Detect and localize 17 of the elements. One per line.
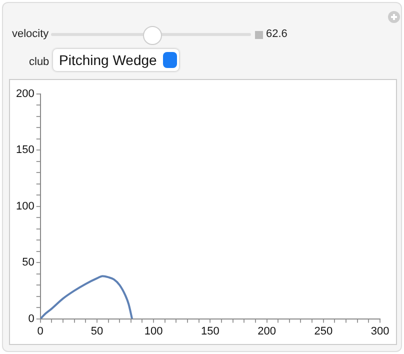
text: 62.6 bbox=[266, 28, 288, 40]
text: velocity bbox=[12, 28, 49, 40]
x-tick-label: 150 bbox=[200, 325, 220, 338]
x-tick-label: 0 bbox=[37, 325, 44, 338]
y-tick-label: 200 bbox=[16, 88, 34, 100]
x-tick-label: 250 bbox=[314, 325, 333, 338]
line-series bbox=[40, 275, 134, 319]
y-tick-label: 150 bbox=[16, 144, 34, 156]
x-tick-label: 50 bbox=[90, 325, 104, 338]
x-tick-label: 100 bbox=[144, 325, 163, 338]
x-tick-label: 200 bbox=[258, 325, 276, 338]
y-tick-label: 100 bbox=[16, 200, 34, 212]
y-tick-label: 50 bbox=[22, 256, 34, 269]
text: club bbox=[29, 56, 50, 68]
dropdown: Pitching Wedge bbox=[53, 49, 179, 71]
x-tick-label: 300 bbox=[370, 325, 390, 338]
y-tick-label: 0 bbox=[28, 312, 34, 325]
